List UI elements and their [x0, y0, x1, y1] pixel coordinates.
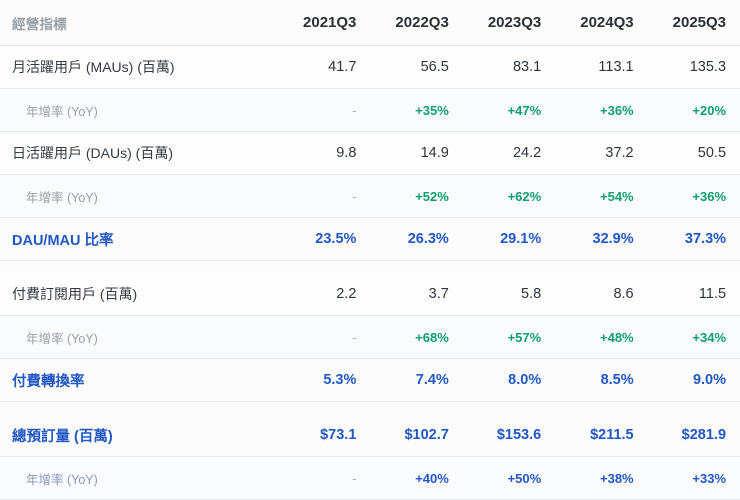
- table-row: 日活躍用戶 (DAUs) (百萬) 9.8 14.9 24.2 37.2 50.5: [0, 132, 740, 175]
- table-row: 總預訂量 (百萬) $73.1 $102.7 $153.6 $211.5 $281.9: [0, 414, 740, 457]
- row-value: 5.8: [521, 286, 542, 302]
- table-rows: 月活躍用戶 (MAUs) (百萬) 41.7 56.5 83.1 113.1 135.3 年…: [0, 46, 740, 500]
- row-value: +68%: [415, 329, 449, 345]
- row-value: 9.0%: [692, 372, 727, 388]
- table-row: 年增率 (YoY) - +35% +47% +36% +20%: [0, 89, 740, 132]
- row-value: 2.2: [336, 286, 357, 302]
- table-row: 付費訂閱用戶 (百萬) 2.2 3.7 5.8 8.6 11.5: [0, 273, 740, 316]
- row-value: -: [352, 188, 357, 204]
- row-value: 26.3%: [407, 231, 449, 247]
- row-value: 8.5%: [600, 372, 634, 388]
- row-value: $73.1: [320, 427, 357, 443]
- table-row: 年增率 (YoY) - +52% +62% +54% +36%: [0, 175, 740, 218]
- row-value: $153.6: [496, 427, 542, 443]
- row-value: 37.3%: [684, 231, 727, 247]
- row-value: +20%: [692, 102, 727, 118]
- row-value: +35%: [415, 102, 449, 118]
- column-header-2024q3: 2024Q3: [580, 14, 634, 31]
- row-value: $281.9: [681, 427, 727, 443]
- row-value: 56.5: [420, 59, 449, 75]
- row-value: +38%: [600, 470, 634, 486]
- row-value: 9.8: [336, 145, 357, 161]
- table-row: 年增率 (YoY) - +40% +50% +38% +33%: [0, 457, 740, 500]
- table-row: DAU/MAU 比率 23.5% 26.3% 29.1% 32.9% 37.3%: [0, 218, 740, 261]
- row-value: 7.4%: [415, 372, 449, 388]
- row-label: 日活躍用戶 (DAUs) (百萬): [12, 145, 173, 161]
- row-value: 29.1%: [500, 231, 542, 247]
- row-value: 14.9: [420, 145, 449, 161]
- row-value: 50.5: [697, 145, 727, 161]
- column-header-2021q3: 2021Q3: [303, 14, 357, 31]
- row-label: 年增率 (YoY): [26, 190, 98, 205]
- row-value: +34%: [692, 329, 727, 345]
- table-row: 付費轉換率 5.3% 7.4% 8.0% 8.5% 9.0%: [0, 359, 740, 402]
- row-value: $211.5: [590, 427, 634, 443]
- row-value: -: [352, 470, 357, 486]
- row-value: +48%: [600, 329, 634, 345]
- row-value: 5.3%: [323, 372, 357, 388]
- row-value: +62%: [507, 188, 542, 204]
- row-value: 83.1: [512, 59, 542, 75]
- row-value: 8.0%: [508, 372, 542, 388]
- row-value: -: [352, 329, 357, 345]
- row-value: 37.2: [605, 145, 634, 161]
- row-value: +52%: [415, 188, 449, 204]
- row-value: 135.3: [689, 59, 727, 75]
- table-row: 年增率 (YoY) - +68% +57% +48% +34%: [0, 316, 740, 359]
- row-label: 付費訂閱用戶 (百萬): [12, 286, 138, 302]
- row-value: +47%: [507, 102, 542, 118]
- row-value: 8.6: [613, 286, 634, 302]
- row-label: 年增率 (YoY): [26, 472, 98, 487]
- column-header-2023q3: 2023Q3: [487, 14, 542, 31]
- row-value: +33%: [692, 470, 727, 486]
- column-header-2022q3: 2022Q3: [395, 14, 449, 31]
- row-value: 32.9%: [592, 231, 634, 247]
- row-value: 3.7: [428, 286, 449, 302]
- row-value: +36%: [692, 188, 727, 204]
- row-value: 11.5: [698, 286, 727, 302]
- row-value: 24.2: [512, 145, 542, 161]
- row-value: $102.7: [404, 427, 449, 443]
- row-value: +54%: [600, 188, 634, 204]
- row-label: 月活躍用戶 (MAUs) (百萬): [12, 59, 175, 75]
- table-row: 月活躍用戶 (MAUs) (百萬) 41.7 56.5 83.1 113.1 135.3: [0, 46, 740, 89]
- table-title: 經營指標: [12, 16, 67, 32]
- row-value: +50%: [507, 470, 542, 486]
- row-value: +40%: [415, 470, 449, 486]
- column-header-2025q3: 2025Q3: [672, 14, 727, 31]
- row-value: 41.7: [328, 59, 357, 75]
- row-value: +36%: [600, 102, 634, 118]
- table-header: 經營指標 2021Q3 2022Q3 2023Q3 2024Q3 2025Q3: [0, 0, 740, 46]
- row-value: 113.1: [598, 59, 634, 75]
- row-value: -: [352, 102, 357, 118]
- row-label: 付費轉換率: [12, 373, 85, 390]
- row-label: 總預訂量 (百萬): [12, 428, 113, 445]
- row-value: +57%: [507, 329, 542, 345]
- row-label: 年增率 (YoY): [26, 104, 98, 119]
- row-value: 23.5%: [315, 231, 357, 247]
- row-label: 年增率 (YoY): [26, 331, 98, 346]
- row-label: DAU/MAU 比率: [12, 232, 114, 249]
